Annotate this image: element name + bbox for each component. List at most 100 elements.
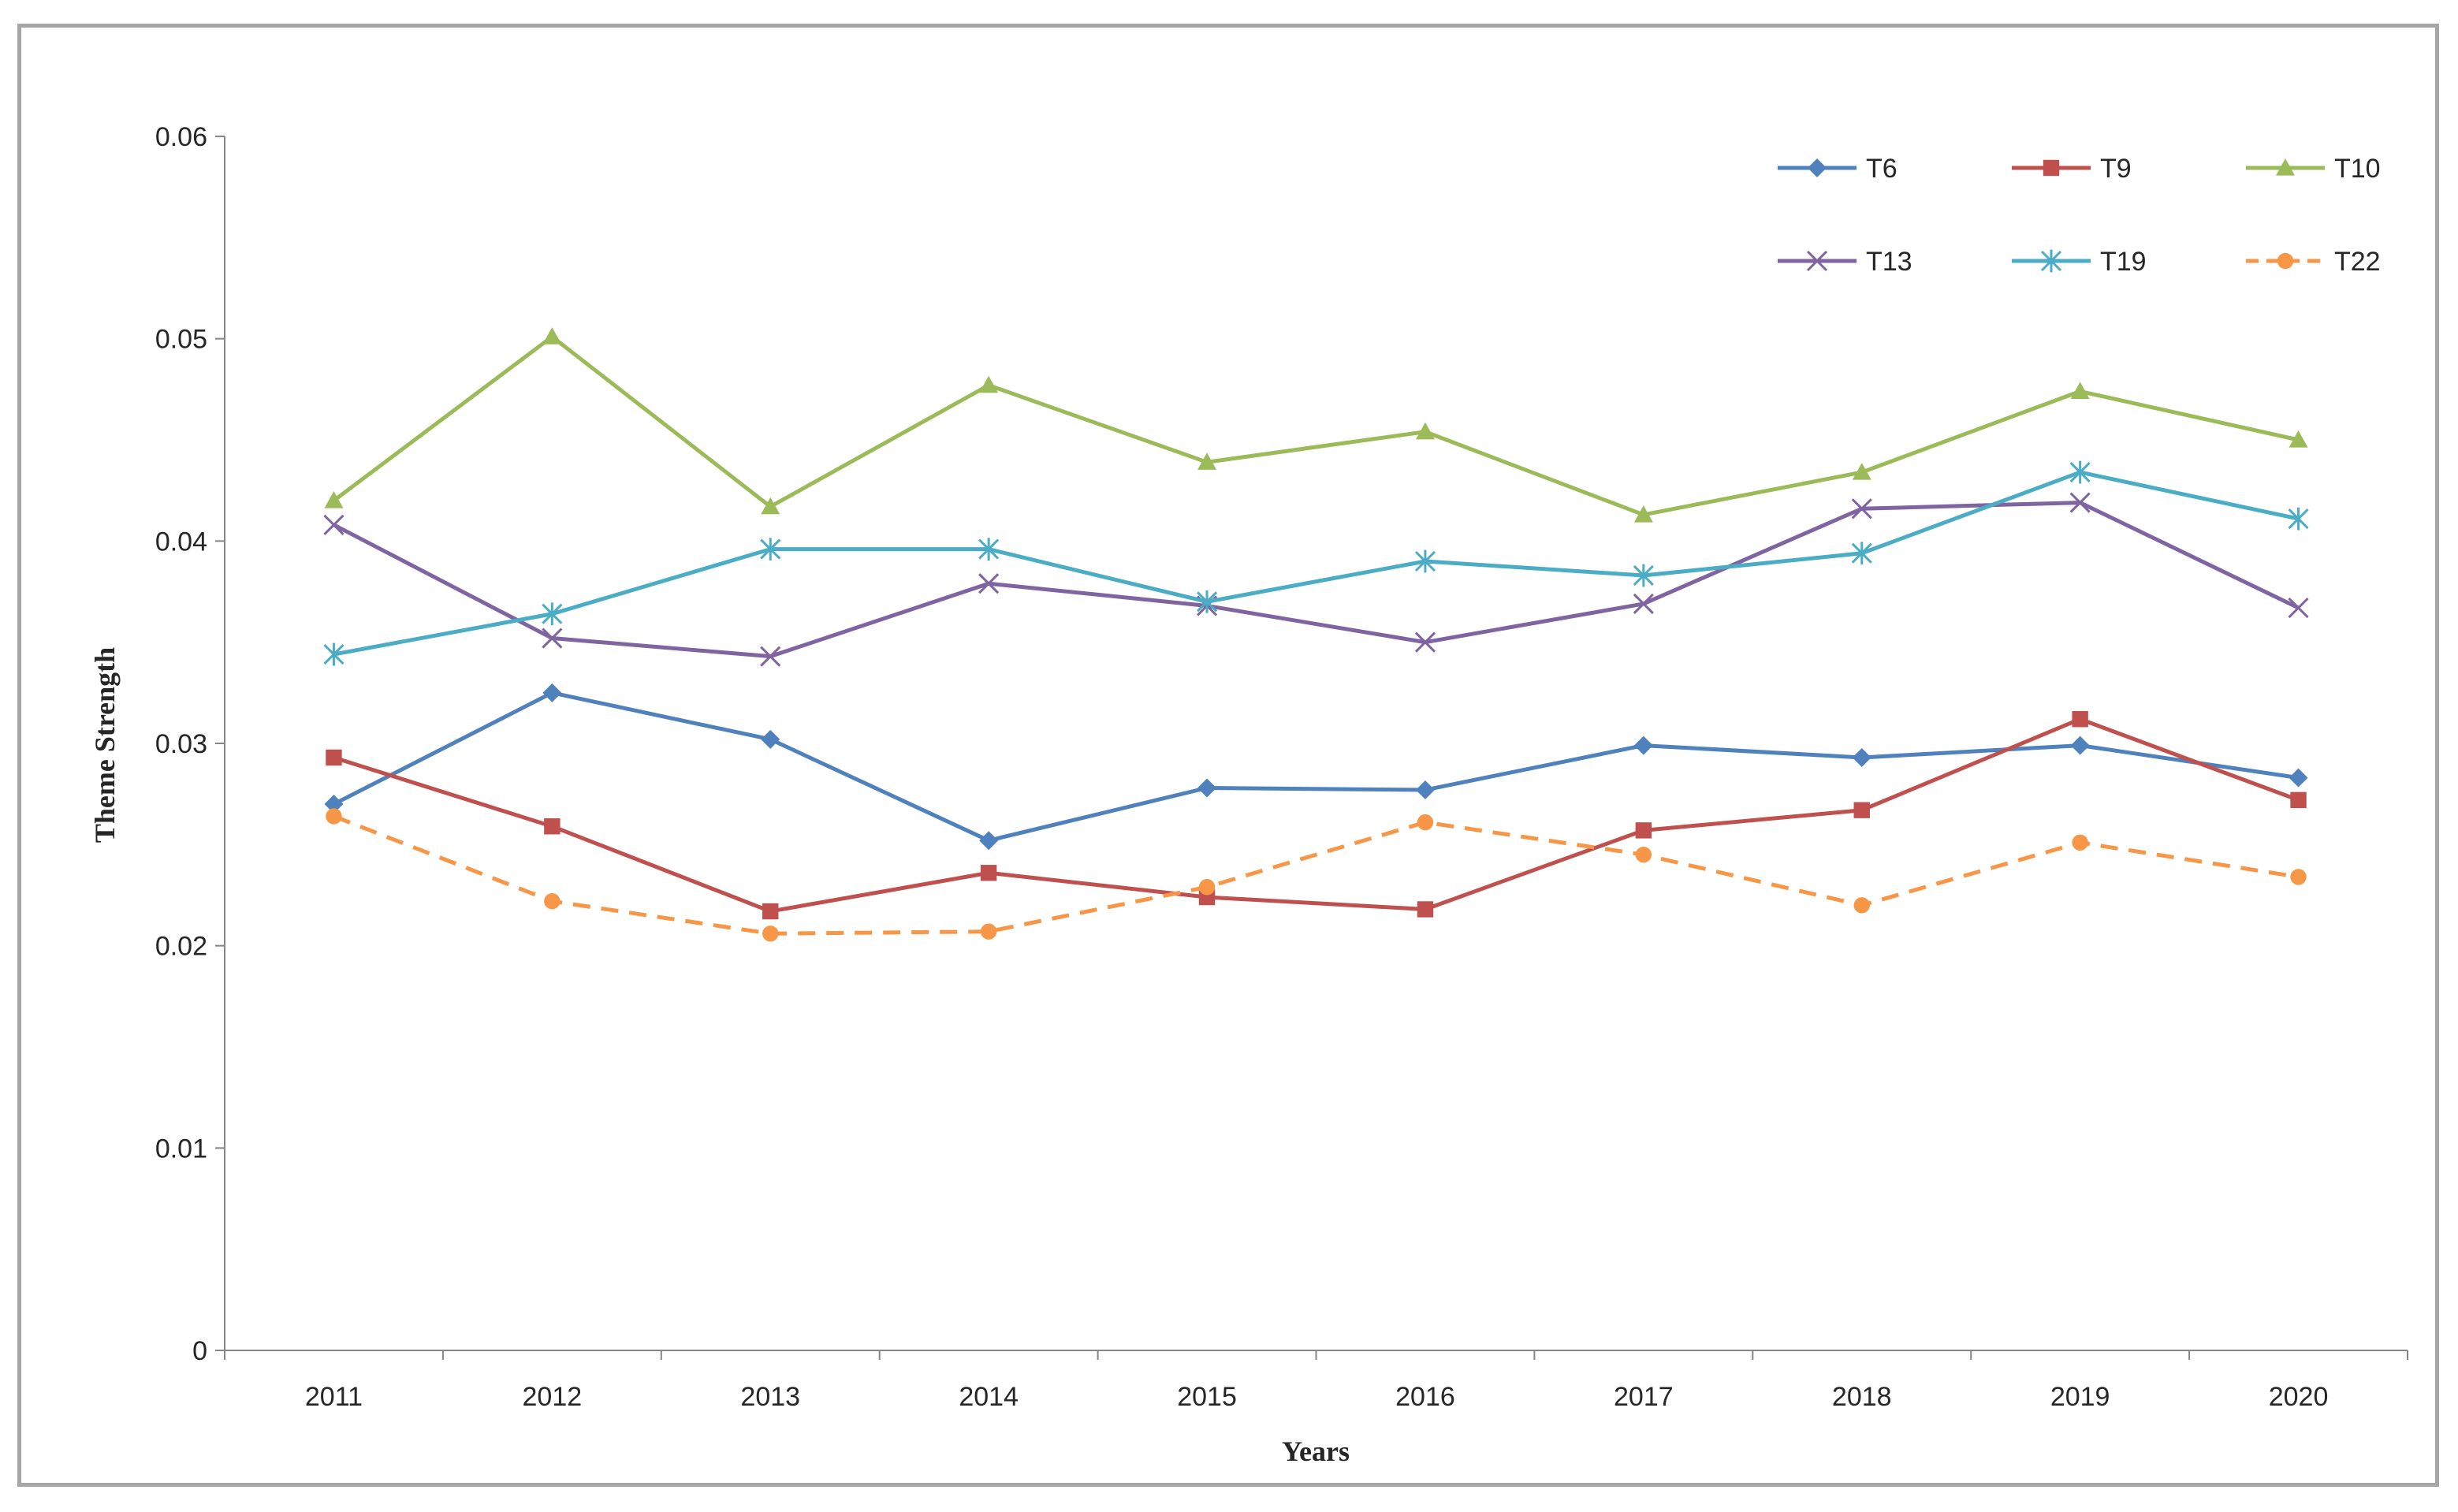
data-point-t19 xyxy=(323,642,344,666)
x-tick-label: 2019 xyxy=(2050,1382,2110,1412)
data-point-t13 xyxy=(323,514,344,535)
x-tick-label: 2018 xyxy=(1832,1382,1892,1412)
data-point-t19 xyxy=(1196,590,1218,613)
data-point-t9 xyxy=(1635,822,1652,839)
data-point-t13 xyxy=(1414,631,1436,653)
legend-marker xyxy=(1808,158,1827,177)
data-point-t13 xyxy=(1851,498,1872,520)
chart-frame: 0 0.01 0.02 0.03 0.04 0.05 0.06 2011 2012 2013 20… xyxy=(17,24,2439,1487)
series-line-t10 xyxy=(332,334,2300,517)
data-point-t19 xyxy=(2069,460,2091,484)
series-t9 xyxy=(326,711,2307,920)
data-point-t6 xyxy=(1852,747,1871,767)
series-line-t9 xyxy=(333,717,2300,914)
y-ticks: 0 0.01 0.02 0.03 0.04 0.05 0.06 xyxy=(155,122,225,1366)
data-point-t19 xyxy=(1414,549,1436,573)
data-point-t6 xyxy=(1415,780,1435,800)
x-tick-label: 2017 xyxy=(1614,1382,1674,1412)
data-point-t22 xyxy=(2072,834,2088,851)
y-tick-label: 0.03 xyxy=(155,729,207,759)
data-point-t10 xyxy=(1415,422,1435,440)
series-line-t19 xyxy=(333,470,2300,657)
legend-label: T6 xyxy=(1866,154,1898,184)
data-point-t19 xyxy=(2288,507,2309,531)
data-point-t22 xyxy=(1417,814,1434,831)
data-point-t9 xyxy=(2290,791,2307,809)
data-point-t10 xyxy=(761,497,780,515)
series-line-t13 xyxy=(333,501,2300,659)
data-point-t6 xyxy=(1633,736,1653,755)
y-tick-label: 0.04 xyxy=(155,527,207,557)
x-tick-label: 2014 xyxy=(959,1382,1019,1412)
legend-marker xyxy=(2277,252,2294,270)
data-point-t19 xyxy=(1633,564,1654,587)
series-line-t6 xyxy=(333,691,2299,843)
x-tick-label: 2011 xyxy=(305,1382,363,1412)
y-tick-label: 0 xyxy=(192,1336,207,1366)
series-line-t22 xyxy=(333,814,2299,936)
legend-label: T13 xyxy=(1866,247,1912,277)
data-point-t13 xyxy=(1633,593,1654,614)
data-point-t13 xyxy=(760,646,781,667)
y-tick-label: 0.02 xyxy=(155,932,207,962)
legend-item-t22: T22 xyxy=(2246,247,2381,277)
data-point-t22 xyxy=(1853,897,1870,914)
data-point-t6 xyxy=(542,683,562,702)
x-ticks: 2011 2012 2013 2014 2015 2016 2017 2018 2019 2020 xyxy=(224,1350,2408,1412)
series-t13 xyxy=(323,492,2309,667)
data-point-t9 xyxy=(980,865,997,881)
data-point-t10 xyxy=(1852,463,1871,480)
data-point-t19 xyxy=(978,538,1000,560)
data-point-t13 xyxy=(542,628,563,649)
x-tick-label: 2016 xyxy=(1395,1382,1455,1412)
data-point-t22 xyxy=(1198,879,1216,896)
legend-marker xyxy=(2043,159,2060,177)
legend-item-t9: T9 xyxy=(2012,154,2132,184)
data-point-t13 xyxy=(2288,597,2309,619)
data-point-t22 xyxy=(544,893,560,910)
legend-item-t13: T13 xyxy=(1778,247,1912,277)
data-point-t10 xyxy=(1633,505,1653,523)
data-point-t10 xyxy=(2070,382,2090,399)
legend-label: T22 xyxy=(2334,247,2381,277)
y-axis-title: Theme Strength xyxy=(89,647,121,843)
data-point-t9 xyxy=(326,749,342,766)
series-t22 xyxy=(326,808,2307,942)
data-point-t22 xyxy=(980,923,997,940)
data-point-t6 xyxy=(2070,736,2090,755)
data-point-t19 xyxy=(760,538,781,560)
data-point-t10 xyxy=(2289,430,2308,448)
x-tick-label: 2012 xyxy=(523,1382,583,1412)
data-point-t6 xyxy=(1197,778,1217,798)
series-lines xyxy=(323,327,2309,942)
legend-item-t19: T19 xyxy=(2012,247,2147,277)
data-point-t9 xyxy=(1853,802,1870,818)
y-tick-label: 0.05 xyxy=(155,325,207,355)
legend-marker xyxy=(2040,249,2062,273)
legend: T6 T9 T10 T13 T19 T22 xyxy=(1778,154,2381,277)
legend-item-t10: T10 xyxy=(2246,154,2381,184)
series-t6 xyxy=(324,683,2308,851)
data-point-t19 xyxy=(1851,542,1872,565)
series-t10 xyxy=(324,327,2308,523)
data-point-t13 xyxy=(2069,492,2091,513)
data-point-t9 xyxy=(762,903,779,920)
data-point-t9 xyxy=(544,818,560,835)
data-point-t22 xyxy=(1635,846,1652,863)
data-point-t9 xyxy=(1417,901,1434,918)
data-point-t10 xyxy=(1197,452,1217,470)
data-point-t6 xyxy=(2289,768,2308,788)
line-chart: 00.010.020.030.040.050.06 2011 2012 2013 20… xyxy=(89,122,2408,1467)
data-point-t10 xyxy=(979,375,999,393)
y-tick-label: 0.01 xyxy=(155,1134,207,1164)
series-t19 xyxy=(323,460,2309,666)
data-point-t22 xyxy=(326,808,342,825)
data-point-t10 xyxy=(324,491,344,508)
x-tick-label: 2013 xyxy=(740,1382,800,1412)
legend-item-t6: T6 xyxy=(1778,154,1898,184)
x-axis-title: Years xyxy=(1282,1436,1350,1467)
legend-label: T19 xyxy=(2100,247,2147,277)
data-point-t22 xyxy=(2290,869,2307,885)
data-point-t13 xyxy=(978,573,1000,594)
data-point-t6 xyxy=(324,795,344,814)
